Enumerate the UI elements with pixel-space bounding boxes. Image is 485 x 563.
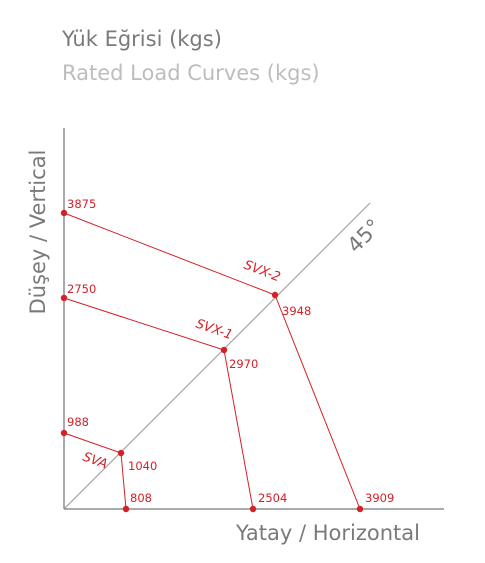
title: Yük Eğrisi (kgs) xyxy=(61,27,222,51)
point xyxy=(60,209,68,217)
curve-label: SVA xyxy=(81,450,110,473)
point xyxy=(117,449,125,457)
point-value: 2504 xyxy=(258,491,287,505)
point xyxy=(249,505,257,513)
point xyxy=(122,505,130,513)
curve-line xyxy=(63,432,127,510)
point xyxy=(220,346,228,354)
diagonal-line xyxy=(63,202,371,510)
x-axis-label: Yatay / Horizontal xyxy=(235,521,420,545)
curve-label: SVX-1 xyxy=(194,317,235,343)
subtitle: Rated Load Curves (kgs) xyxy=(62,61,320,85)
diagonal-label: 45° xyxy=(343,214,386,257)
point-value: 3948 xyxy=(282,304,311,318)
point-value: 808 xyxy=(130,491,152,505)
point-value: 988 xyxy=(67,415,89,429)
point-value: 3875 xyxy=(67,197,96,211)
point-value: 1040 xyxy=(128,459,157,473)
point xyxy=(60,294,68,302)
point-value: 3909 xyxy=(365,491,394,505)
point-value: 2970 xyxy=(229,357,258,371)
point xyxy=(60,429,68,437)
point xyxy=(356,505,364,513)
point-value: 2750 xyxy=(67,282,96,296)
curve-label: SVX-2 xyxy=(242,258,283,286)
point xyxy=(271,291,279,299)
y-axis-label: Düşey / Vertical xyxy=(26,150,50,315)
